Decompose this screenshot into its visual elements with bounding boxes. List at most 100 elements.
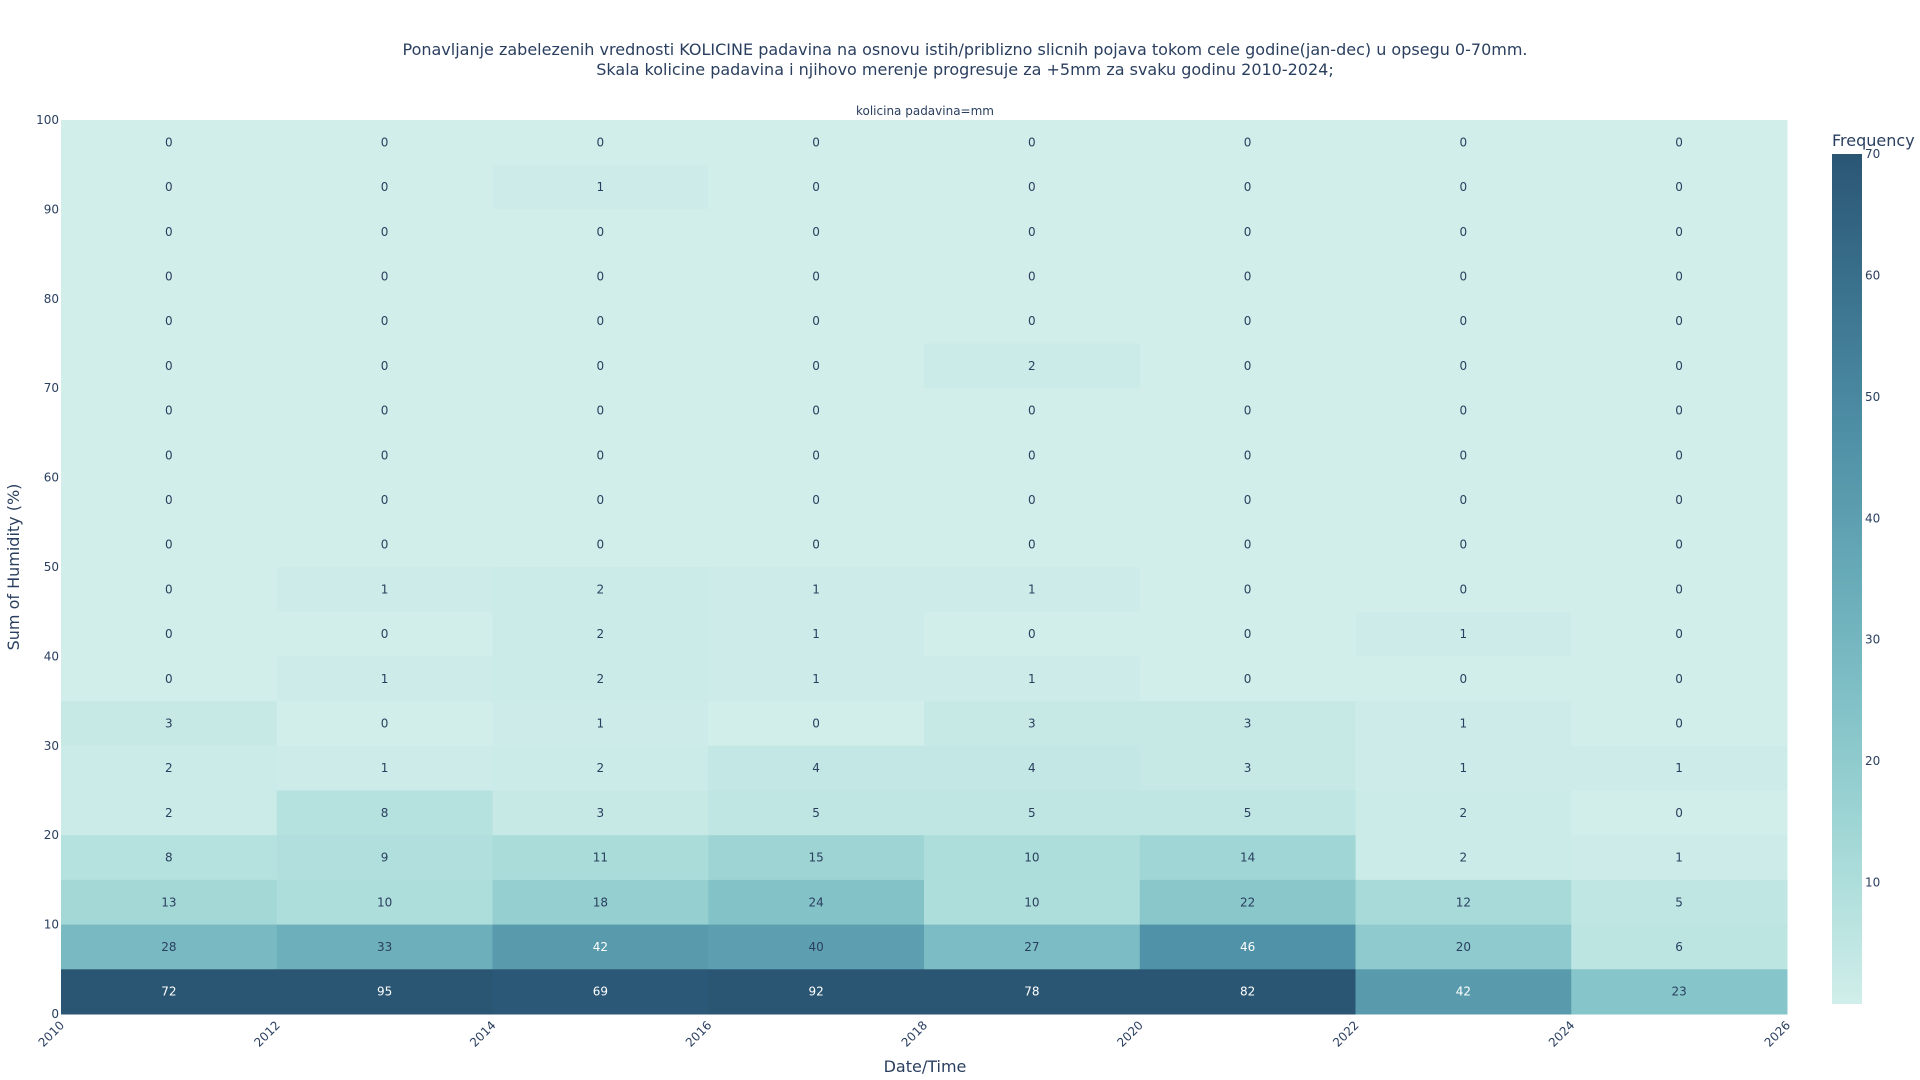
heatmap-cell-value: 1 [381,672,389,686]
heatmap-cell [708,298,925,344]
heatmap-cell-value: 0 [1460,404,1468,418]
heatmap-cell-value: 5 [812,806,820,820]
heatmap-cell [924,164,1141,210]
heatmap-cell-value: 2 [1028,359,1036,373]
heatmap-cell [924,567,1141,613]
heatmap-cell-value: 4 [812,761,820,775]
colorbar-tick-label: 50 [1865,390,1880,404]
heatmap-cell-value: 42 [1456,985,1471,999]
heatmap-cell-value: 3 [1028,716,1036,730]
colorbar-tick-label: 10 [1865,876,1880,890]
heatmap-cell [492,209,709,255]
y-axis-ticks: 0 10 20 30 40 50 60 70 80 90 100 [36,113,59,1021]
heatmap-cell-value: 2 [597,627,605,641]
heatmap-cell [1355,120,1572,166]
heatmap-cell-value: 0 [812,269,820,283]
y-tick-label: 80 [44,292,59,306]
heatmap-cell-value: 0 [1244,582,1252,596]
heatmap-cell-value: 0 [812,404,820,418]
heatmap-cell [1139,879,1356,926]
heatmap-cell-value: 22 [1240,895,1255,909]
y-tick-label: 90 [44,202,59,216]
heatmap-cell-value: 0 [381,627,389,641]
heatmap-cell-value: 0 [1028,627,1036,641]
heatmap-cell-value: 42 [593,940,608,954]
heatmap-cell-value: 0 [597,448,605,462]
heatmap-cell [1355,477,1572,523]
heatmap-cell-value: 1 [1675,851,1683,865]
heatmap-cell-value: 0 [1675,672,1683,686]
heatmap-cell-value: 0 [1460,538,1468,552]
heatmap-cell [1571,298,1788,344]
heatmap-cell [276,835,493,881]
heatmap-cell-value: 8 [381,806,389,820]
heatmap-cell-value: 0 [381,493,389,507]
heatmap-cell-value: 0 [165,448,173,462]
heatmap-cell-value: 0 [597,314,605,328]
heatmap-cell-value: 33 [377,940,392,954]
heatmap-cell [1571,120,1788,166]
heatmap-cell [1355,745,1572,791]
heatmap-cell-value: 0 [597,135,605,149]
heatmap-cell [924,835,1141,881]
heatmap-cell-value: 2 [1460,806,1468,820]
heatmap-cell [1139,924,1356,970]
heatmap-cell [708,567,925,613]
heatmap-cell [276,924,493,970]
heatmap-cell [708,879,925,926]
heatmap-cell [492,835,709,881]
heatmap-cell-value: 0 [1460,269,1468,283]
heatmap-cell-value: 0 [1460,314,1468,328]
colorbar-ticks: 10 20 30 40 50 60 70 [1865,147,1880,890]
heatmap-cell [1571,924,1788,970]
heatmap-cell-value: 0 [165,493,173,507]
heatmap-cell [1571,611,1788,657]
colorbar-tick-label: 40 [1865,511,1880,525]
heatmap-cell-value: 0 [381,225,389,239]
heatmap-cell [1355,790,1572,836]
heatmap-cell-value: 0 [597,493,605,507]
heatmap-cell [1139,164,1356,210]
heatmap-cell-value: 13 [161,895,176,909]
heatmap-cell [276,388,493,434]
heatmap-cell-value: 12 [1456,895,1471,909]
heatmap-cell-value: 0 [1244,538,1252,552]
heatmap-cell [276,298,493,344]
heatmap-cell-value: 0 [1028,314,1036,328]
heatmap-cell-value: 0 [812,135,820,149]
heatmap-cell [1355,924,1572,970]
heatmap-cell [1355,343,1572,389]
heatmap-cell [924,120,1141,166]
heatmap-cell [61,790,278,836]
heatmap-cell-value: 0 [1675,582,1683,596]
heatmap-cell [1139,120,1356,166]
heatmap-cell [492,611,709,657]
heatmap-cell [61,745,278,791]
x-tick-label: 2010 [36,1018,67,1049]
heatmap-cell [1355,835,1572,881]
heatmap-cell [1139,343,1356,389]
heatmap-cell [492,164,709,210]
heatmap-cell [708,164,925,210]
x-tick-label: 2024 [1546,1018,1577,1049]
heatmap-cell-value: 0 [1028,493,1036,507]
heatmap-cell [924,656,1141,702]
heatmap-cell-value: 0 [1028,448,1036,462]
heatmap-cell-value: 3 [597,806,605,820]
y-tick-label: 70 [44,381,59,395]
heatmap-cell [492,790,709,836]
heatmap-cell-value: 0 [165,359,173,373]
heatmap-cell [708,209,925,255]
heatmap-cell [708,432,925,479]
heatmap-cell-value: 0 [1460,135,1468,149]
colorbar-tick-label: 30 [1865,633,1880,647]
heatmap-cell [1355,969,1572,1015]
heatmap-cell-value: 5 [1028,806,1036,820]
heatmap-cell [1139,835,1356,881]
heatmap-cell-value: 0 [1675,314,1683,328]
heatmap-cell-value: 0 [1244,448,1252,462]
heatmap-cell-value: 3 [1244,716,1252,730]
heatmap-cell [492,879,709,926]
heatmap-cell-value: 0 [165,225,173,239]
heatmap-cell [276,522,493,568]
